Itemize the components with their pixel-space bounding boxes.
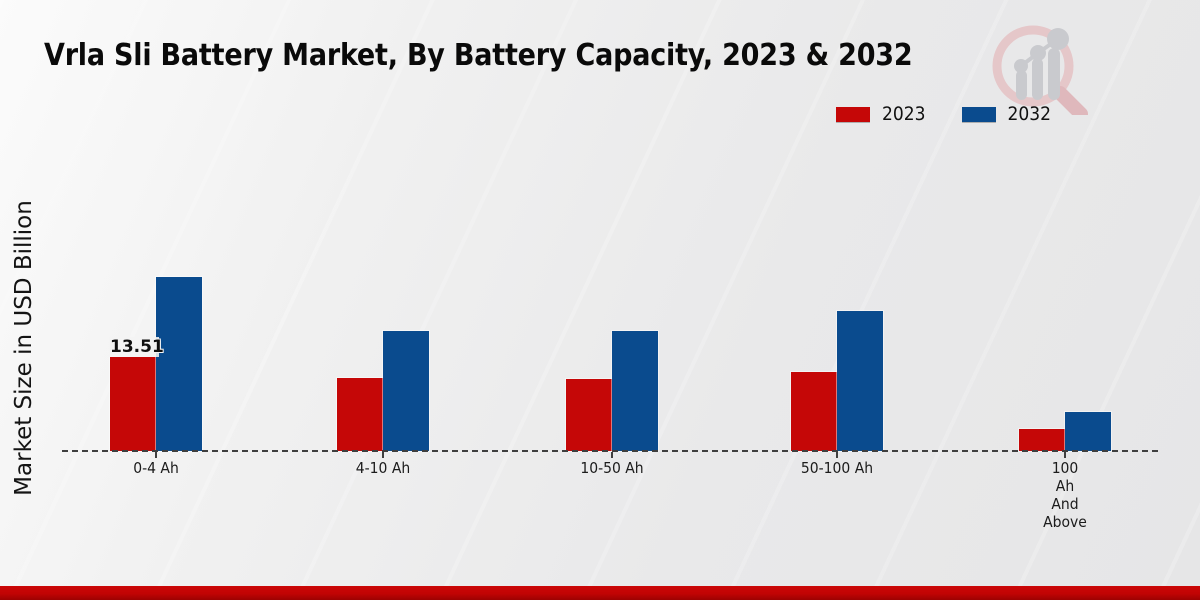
x-axis-tick (611, 452, 613, 458)
x-axis-label-100-ah-and-above: 100 Ah And Above (1043, 459, 1087, 531)
x-axis-label-50-100-ah: 50-100 Ah (800, 459, 874, 477)
x-axis-label-4-10-ah: 4-10 Ah (355, 459, 411, 477)
x-axis-label-0-4-ah: 0-4 Ah (133, 459, 179, 477)
legend-swatch-2023 (836, 106, 870, 122)
x-axis-label-10-50-ah: 10-50 Ah (580, 459, 644, 477)
bar-2032-100-ah-and-above (1065, 412, 1111, 451)
x-axis-tick (155, 452, 157, 458)
magnifier-growth-logo-icon (992, 25, 1088, 115)
legend-label-2032: 2032 (1007, 103, 1052, 125)
y-axis-label-wrap: Market Size in USD Billion (4, 178, 44, 518)
x-axis-tick (382, 452, 384, 458)
legend-item-2023: 2023 (836, 103, 926, 125)
bar-2032-4-10-ah (383, 331, 429, 451)
legend-swatch-2032 (961, 106, 996, 122)
bar-2023-50-100-ah (791, 372, 837, 451)
x-axis-baseline (62, 450, 1158, 452)
bar-2032-50-100-ah (837, 311, 883, 451)
chart-title: Vrla Sli Battery Market, By Battery Capa… (44, 38, 913, 73)
bar-2023-0-4-ah (110, 357, 156, 451)
legend-item-2032: 2032 (961, 103, 1052, 125)
y-axis-label: Market Size in USD Billion (11, 200, 37, 496)
footer-red-strip (0, 586, 1200, 600)
legend-label-2023: 2023 (882, 103, 926, 125)
bar-2023-10-50-ah (566, 379, 612, 451)
x-axis-tick (836, 452, 838, 458)
bar-2032-10-50-ah (612, 331, 658, 451)
legend: 2023 2032 (836, 103, 1073, 125)
bar-value-label: 13.51 (109, 337, 164, 357)
x-axis-tick (1064, 452, 1066, 458)
bar-2032-0-4-ah (156, 277, 202, 451)
bar-2023-100-ah-and-above (1019, 429, 1065, 451)
bar-2023-4-10-ah (337, 378, 383, 451)
